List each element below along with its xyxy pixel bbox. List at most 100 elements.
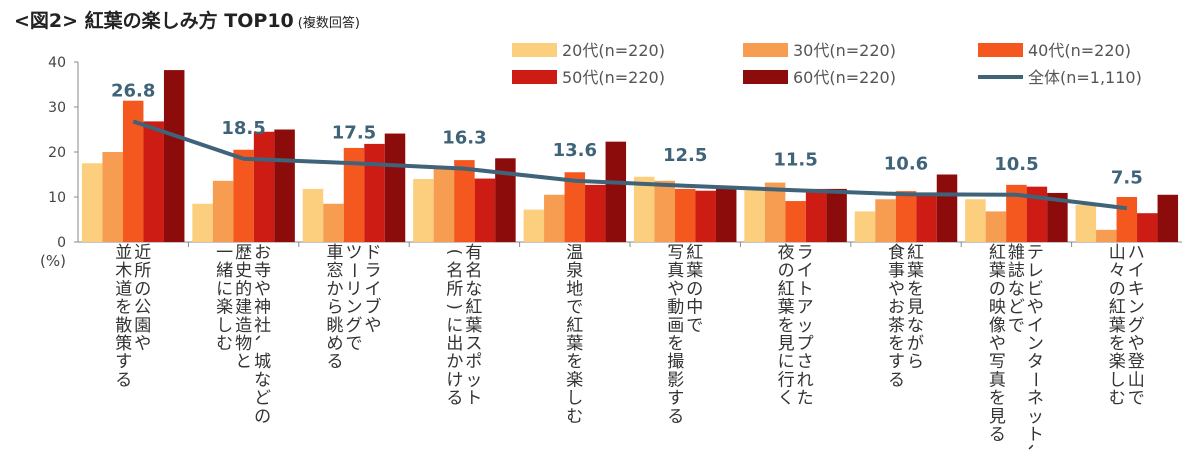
category-label-char: る (446, 389, 463, 409)
category-label-char: 夜 (778, 243, 795, 263)
category-label-char: 近 (134, 243, 151, 263)
category-label-char: 地 (566, 279, 583, 299)
category-label-char: 社 (254, 316, 271, 336)
category-label-char: 建 (235, 298, 252, 318)
category-label-char: 行 (778, 370, 795, 390)
category-label-char: 歴 (235, 243, 252, 263)
category-label-char: ト (465, 389, 482, 409)
category-label-char: 園 (134, 316, 151, 336)
category-label-char: や (134, 334, 151, 354)
category-label-char: を (115, 298, 132, 318)
chart-title: <図2> 紅葉の楽しみ方 TOP10 (複数回答) (14, 6, 360, 33)
category-label-char: で (1128, 389, 1145, 409)
category-label-char: キ (1128, 279, 1145, 299)
category-label-char: を (888, 334, 905, 354)
data-label: 13.6 (553, 140, 597, 161)
category-label-char: 木 (115, 261, 132, 281)
category-label-char: お (254, 243, 271, 263)
category-label-char: や (1027, 298, 1044, 318)
category-label-char: ど (1008, 298, 1025, 318)
bar (1006, 184, 1027, 242)
category-label-char: ネ (1027, 389, 1044, 409)
bar (302, 188, 324, 242)
category-label-char: 葉 (907, 261, 924, 281)
bar (143, 121, 164, 242)
category-label-char: し (216, 316, 233, 336)
category-label-char: 名 (446, 261, 463, 281)
category-label-char: 動 (667, 298, 684, 318)
category-label-char: 葉 (566, 334, 583, 354)
category-label-char: や (667, 279, 684, 299)
category-label-char: ー (1024, 371, 1044, 388)
bar (674, 188, 696, 242)
category-label-char: 寺 (254, 261, 271, 281)
category-label-char: ト (1027, 425, 1044, 445)
category-label-char: む (216, 334, 233, 354)
bar (495, 158, 516, 242)
bar (122, 100, 144, 242)
category-label-char: や (989, 334, 1006, 354)
data-label: 10.5 (994, 154, 1038, 175)
category-label-char: 登 (1128, 352, 1145, 372)
category-label-char: 葉 (1109, 316, 1126, 336)
category-label-char: を (989, 389, 1006, 409)
category-label-char: を (667, 334, 684, 354)
category-label-char: る (115, 370, 132, 390)
category-label-char: 紅 (778, 279, 795, 299)
category-label-char: の (254, 407, 271, 427)
category-label-char: で (686, 316, 703, 336)
category-label-char: の (134, 279, 151, 299)
category-label-char: や (365, 316, 382, 336)
category-label-char: で (346, 334, 363, 354)
category-label-char: た (797, 389, 814, 409)
category-label-char: で (566, 298, 583, 318)
category-label-char: 所 (134, 261, 151, 281)
bar (364, 143, 385, 242)
category-label-char: タ (1027, 352, 1044, 372)
category-label-char: や (1128, 334, 1145, 354)
category-label-char: 史 (235, 261, 252, 281)
category-label-char: 楽 (216, 298, 233, 318)
category-label-char: 像 (989, 316, 1006, 336)
category-label-char: 撮 (667, 352, 684, 372)
category-label-char: ッ (1027, 407, 1044, 427)
category-label-char: む (566, 407, 583, 427)
category-label-char: ッ (465, 370, 482, 390)
bar (875, 199, 896, 242)
category-label-char: ブ (365, 297, 382, 318)
bar (192, 203, 213, 242)
category-label-char: ン (1128, 298, 1145, 318)
category-label-char: 葉 (686, 261, 703, 281)
category-label-char: 山 (1128, 370, 1145, 390)
bar (343, 147, 365, 242)
category-label-char: ハ (1128, 243, 1145, 263)
bar (633, 176, 655, 242)
category-label-char: に (778, 352, 795, 372)
category-label-char: プ (797, 334, 814, 354)
category-label-char: さ (797, 352, 814, 372)
category-label-char: 散 (115, 316, 132, 336)
category-label-char: 出 (446, 334, 463, 354)
category-label-char: る (327, 352, 344, 372)
legend-swatch (512, 43, 557, 57)
category-label-char: グ (346, 316, 363, 336)
category-label-char: を (778, 316, 795, 336)
data-label: 18.5 (221, 118, 265, 139)
category-label-char: 車 (327, 243, 344, 263)
category-label-char: 々 (1109, 261, 1126, 281)
bar (413, 179, 434, 242)
category-label-char: る (667, 407, 684, 427)
category-label-char: ポ (465, 352, 482, 372)
legend-label: 40代(n=220) (1028, 41, 1131, 60)
bar (764, 182, 786, 242)
category-label-char: し (566, 389, 583, 409)
category-label-char: グ (1128, 316, 1145, 336)
category-label-char: ト (797, 279, 814, 299)
category-label-char: く (778, 389, 795, 409)
category-label-char: 葉 (989, 261, 1006, 281)
data-label: 26.8 (111, 80, 155, 101)
category-label-char: 事 (888, 261, 905, 281)
